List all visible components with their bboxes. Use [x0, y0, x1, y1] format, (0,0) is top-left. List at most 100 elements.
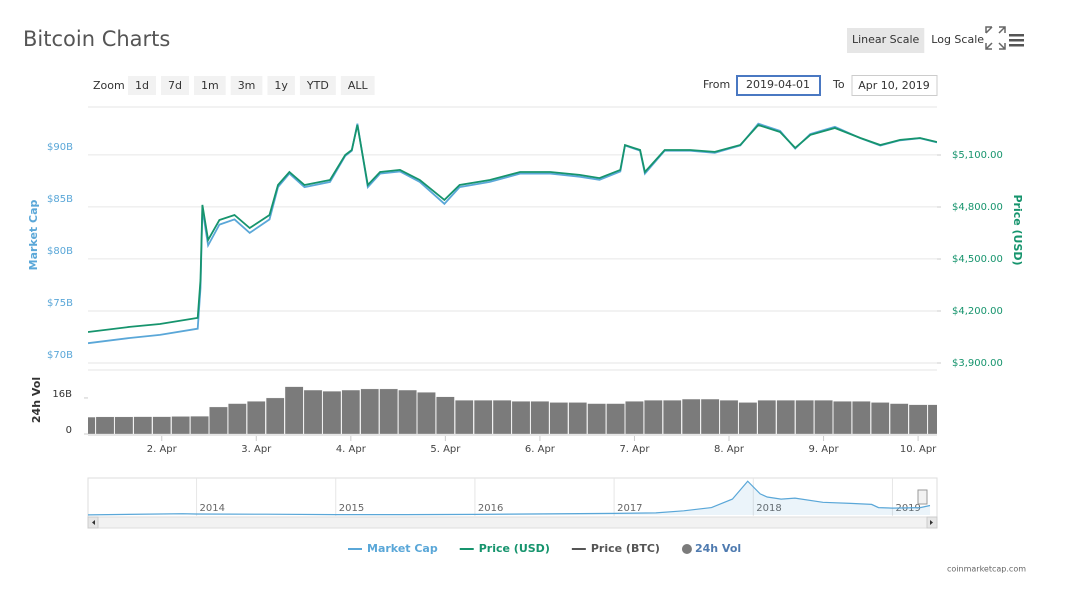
y-axis-title: Market Cap: [27, 200, 40, 271]
scrollbar-track[interactable]: [87, 516, 938, 529]
x-tick-label: 6. Apr: [525, 444, 556, 455]
legend-item[interactable]: Market Cap: [348, 542, 438, 555]
fullscreen-icon[interactable]: [985, 26, 1006, 50]
menu-bar: [1009, 39, 1024, 42]
volume-bar: [511, 401, 531, 435]
y-axis-title: 24h Vol: [30, 377, 43, 423]
zoom-button-bg: [160, 76, 189, 95]
scale-button[interactable]: Linear Scale: [847, 28, 925, 53]
to-input[interactable]: [851, 75, 938, 96]
zoom-button-label: 7d: [168, 79, 182, 92]
volume-bar: [417, 392, 436, 435]
x-tick-label: 5. Apr: [430, 444, 461, 455]
volume-bar: [322, 391, 342, 435]
zoom-button-label: YTD: [306, 79, 329, 92]
volume-bar: [757, 400, 777, 435]
x-tick-label: 9. Apr: [809, 444, 840, 455]
volume-bar: [341, 389, 361, 435]
volume-bar: [265, 397, 285, 435]
bars: [88, 386, 937, 435]
navigator-tick-label: 2017: [617, 503, 642, 514]
volume-bar: [95, 416, 115, 435]
zoom-button-label: 1d: [135, 79, 149, 92]
navigator-area: [88, 481, 931, 515]
zoom-button[interactable]: YTD: [299, 76, 336, 95]
volume-bar: [776, 400, 795, 435]
y2-tick-label: $4,500.00: [952, 254, 1003, 265]
legend-symbol: [681, 544, 692, 554]
to-value: Apr 10, 2019: [858, 79, 930, 92]
volume-bar: [852, 401, 871, 435]
volume-bar: [700, 398, 720, 435]
menu-icon[interactable]: [1009, 34, 1024, 47]
zoom-button[interactable]: 1d: [128, 76, 156, 95]
volume-bar: [379, 388, 398, 435]
zoom-button[interactable]: 1y: [267, 76, 295, 95]
zoom-button[interactable]: 7d: [160, 76, 189, 95]
menu-bar: [1009, 44, 1024, 47]
navigator-handle[interactable]: [917, 489, 928, 505]
zoom-button-label: 1y: [274, 79, 288, 92]
volume-bar: [738, 402, 758, 435]
navigator-tick-label: 2015: [339, 503, 364, 514]
x-tick-label: 3. Apr: [241, 444, 272, 455]
legend-label: 24h Vol: [695, 542, 741, 555]
series-line: [88, 122, 937, 345]
volume-bar: [530, 401, 550, 435]
legend-label: Price (USD): [479, 542, 550, 555]
volume-bar: [228, 403, 247, 435]
navigator-tick-label: 2016: [478, 503, 503, 514]
y-tick-label: $80B: [47, 246, 73, 257]
legend-item[interactable]: Price (BTC): [571, 542, 660, 555]
y-tick-label: $90B: [47, 142, 73, 153]
volume-bar: [908, 404, 928, 435]
y-tick-label: 0: [66, 425, 72, 436]
zoom-button-bg: [230, 76, 263, 95]
y2-tick-label: $4,800.00: [952, 202, 1003, 213]
volume-bar: [587, 403, 606, 435]
scroll-left-arrow: [92, 520, 95, 525]
volume-bar: [927, 404, 937, 435]
zoom-button-bg: [193, 76, 226, 95]
scroll-right-arrow: [930, 520, 933, 525]
zoom-button-bg: [299, 76, 336, 95]
zoom-button-label: ALL: [348, 79, 369, 92]
scale-button[interactable]: Log Scale: [931, 33, 984, 46]
volume-bar: [568, 402, 587, 435]
zoom-button-bg: [267, 76, 295, 95]
volume-bar: [833, 401, 852, 435]
volume-bar: [814, 400, 833, 435]
volume-bar: [171, 416, 190, 435]
y2-axis-title: Price (USD): [1011, 194, 1024, 265]
y2-tick-label: $3,900.00: [952, 358, 1003, 369]
zoom-button-label: 1m: [201, 79, 219, 92]
fullscreen-glyph: [985, 26, 1006, 50]
series-line: [88, 123, 937, 333]
zoom-button[interactable]: ALL: [340, 76, 375, 95]
navigator-tick-label: 2019: [895, 503, 920, 514]
navigator-tick-label: 2014: [200, 503, 225, 514]
volume-bar: [247, 401, 266, 435]
legend-label: Market Cap: [367, 542, 438, 555]
y-tick-label: 16B: [52, 389, 72, 400]
plot-lines: [88, 122, 937, 345]
zoom-button[interactable]: 1m: [193, 76, 226, 95]
volume-bar: [398, 389, 417, 435]
volume-bar: [889, 403, 909, 435]
scale-button-bg: [847, 28, 925, 53]
zoom-button-label: 3m: [238, 79, 256, 92]
legend-item[interactable]: 24h Vol: [681, 542, 741, 555]
from-value: 2019-04-01: [746, 78, 810, 91]
legend-item[interactable]: Price (USD): [459, 542, 550, 555]
volume-bar: [473, 400, 493, 435]
volume-bar: [284, 386, 304, 435]
from-input[interactable]: [736, 75, 821, 96]
zoom-label: Zoom: [93, 79, 125, 92]
volume-bar: [549, 402, 569, 435]
legend-label: Price (BTC): [591, 542, 660, 555]
zoom-button[interactable]: 3m: [230, 76, 263, 95]
zoom-button-bg: [340, 76, 375, 95]
volume-bar: [795, 400, 814, 435]
menu-bar: [1009, 34, 1024, 37]
